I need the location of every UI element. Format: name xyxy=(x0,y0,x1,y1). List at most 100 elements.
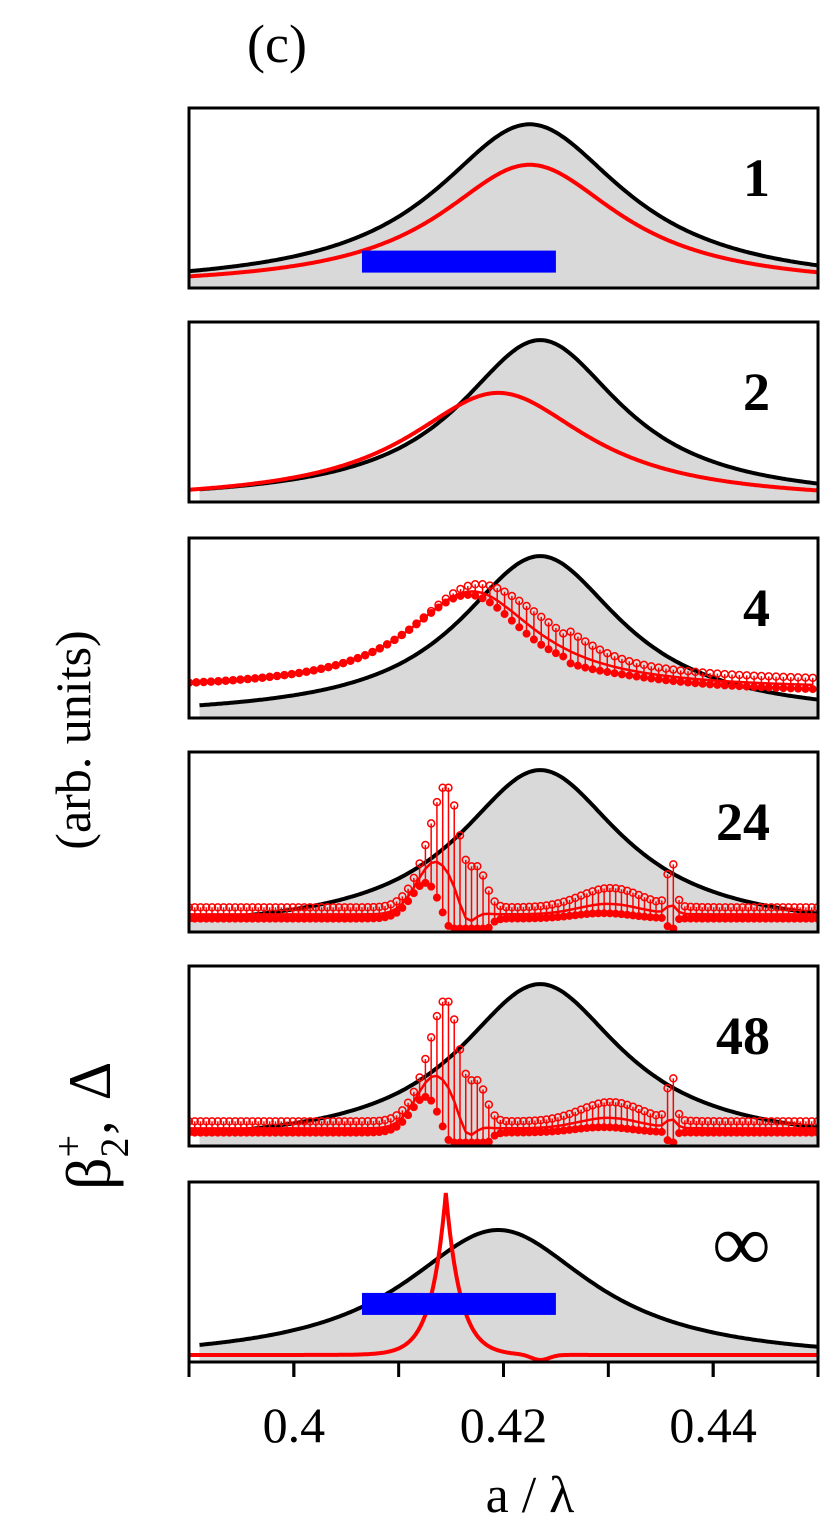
red-point xyxy=(265,903,274,912)
red-point xyxy=(603,667,612,676)
red-point xyxy=(790,903,799,912)
red-point xyxy=(507,616,516,625)
red-point xyxy=(501,902,511,912)
red-point xyxy=(363,1117,372,1126)
red-point xyxy=(484,1137,493,1146)
red-point xyxy=(610,669,619,678)
red-point xyxy=(588,887,597,896)
red-point xyxy=(219,1117,228,1126)
red-point xyxy=(242,1117,251,1126)
panel-5: 48 xyxy=(187,964,820,1148)
red-point xyxy=(294,1117,303,1126)
red-curve xyxy=(189,1074,818,1137)
y-axis-label-beta-sub: 2 xyxy=(92,1137,137,1157)
red-point xyxy=(794,684,803,693)
red-point xyxy=(369,902,378,912)
red-point xyxy=(467,1076,476,1085)
red-point xyxy=(674,1109,684,1119)
red-point xyxy=(808,685,817,694)
red-point xyxy=(328,903,338,912)
red-point xyxy=(767,1117,776,1126)
red-curve xyxy=(189,1192,818,1362)
red-point xyxy=(288,1117,298,1126)
red-point xyxy=(684,678,693,687)
x-axis-label: a / λ xyxy=(486,1467,575,1521)
red-point xyxy=(566,659,575,668)
red-point xyxy=(617,1099,626,1108)
red-curve xyxy=(189,860,818,923)
red-point xyxy=(449,801,459,810)
x-tick-label: 0.4 xyxy=(263,1397,326,1453)
red-point xyxy=(507,591,517,601)
red-point xyxy=(697,902,707,912)
red-point xyxy=(544,645,553,654)
red-point xyxy=(654,675,663,684)
red-point xyxy=(392,1111,401,1120)
red-point xyxy=(611,884,620,893)
red-point xyxy=(726,1117,736,1126)
red-point xyxy=(189,1117,194,1126)
red-point xyxy=(392,897,401,906)
red-point xyxy=(190,903,200,912)
red-point xyxy=(225,903,234,912)
blue-bar xyxy=(361,1292,556,1315)
red-point xyxy=(225,1117,234,1126)
red-point xyxy=(421,840,430,850)
red-point xyxy=(581,637,590,646)
red-point xyxy=(357,1117,367,1126)
red-point xyxy=(542,1115,551,1124)
red-point xyxy=(207,903,217,912)
red-point xyxy=(323,1117,332,1126)
panel-2: 2 xyxy=(187,320,820,504)
red-point xyxy=(784,903,793,912)
red-point xyxy=(485,598,494,607)
panel-plot-area xyxy=(189,982,818,1146)
panel-label-2: 2 xyxy=(743,362,770,422)
red-point xyxy=(230,903,240,912)
red-point xyxy=(300,1117,309,1126)
red-point xyxy=(351,1117,361,1126)
red-point xyxy=(669,1074,678,1083)
red-point xyxy=(632,672,641,681)
red-point xyxy=(317,903,326,912)
panel-6: ∞ xyxy=(187,1180,820,1364)
fill-area xyxy=(199,340,818,502)
panel-label: (c) xyxy=(247,14,307,74)
red-point xyxy=(346,1117,355,1126)
red-point xyxy=(566,627,575,636)
red-point xyxy=(551,623,561,633)
red-point xyxy=(351,903,361,912)
red-point xyxy=(676,677,685,686)
red-point xyxy=(514,596,524,606)
red-point xyxy=(625,656,634,666)
red-point xyxy=(189,903,194,912)
red-point xyxy=(432,1107,441,1116)
red-point xyxy=(651,897,661,906)
black-curve xyxy=(199,554,818,708)
red-point xyxy=(398,892,407,901)
red-point xyxy=(375,902,384,912)
fill-area xyxy=(189,124,818,288)
panel-frame xyxy=(187,750,820,934)
panel-frame xyxy=(187,106,820,290)
red-point xyxy=(767,903,776,912)
red-point xyxy=(553,1113,563,1122)
red-point xyxy=(795,1117,805,1126)
red-point xyxy=(380,1115,390,1125)
red-point xyxy=(213,1117,223,1126)
red-point xyxy=(537,640,546,649)
red-point xyxy=(334,903,344,912)
red-point xyxy=(749,903,759,912)
red-point xyxy=(726,903,736,912)
red-point xyxy=(449,1015,459,1024)
red-point xyxy=(300,903,309,912)
red-point xyxy=(507,903,517,912)
red-point xyxy=(617,670,626,679)
red-point xyxy=(432,1011,442,1021)
red-point xyxy=(369,1116,378,1126)
red-point xyxy=(398,1106,407,1115)
red-point xyxy=(744,903,753,912)
red-point xyxy=(639,673,648,682)
red-point xyxy=(484,923,493,932)
